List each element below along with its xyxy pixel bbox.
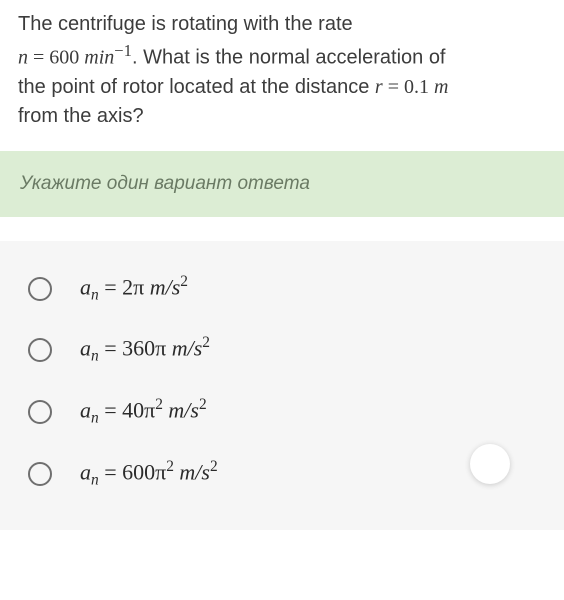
q-eq2: = 0.1: [383, 76, 434, 98]
option-4-label: an = 600π2 m/s2: [80, 458, 218, 490]
option-3-label: an = 40π2 m/s2: [80, 396, 207, 428]
q-line4: from the axis?: [18, 105, 144, 127]
question-text: The centrifuge is rotating with the rate…: [0, 0, 564, 145]
option-2-label: an = 360π m/s2: [80, 334, 210, 366]
q-line3-pre: the point of rotor located at the distan…: [18, 76, 375, 98]
radio-icon[interactable]: [28, 338, 52, 362]
radio-icon[interactable]: [28, 462, 52, 486]
radio-icon[interactable]: [28, 277, 52, 301]
q-line1: The centrifuge is rotating with the rate: [18, 13, 353, 35]
q-var-r: r: [375, 76, 383, 98]
instruction-box: Укажите один вариант ответа: [0, 151, 564, 217]
radio-icon[interactable]: [28, 400, 52, 424]
q-unit-min: min: [84, 47, 114, 69]
options-container: an = 2π m/s2 an = 360π m/s2 an = 40π2 m/…: [0, 241, 564, 530]
q-eq1: = 600: [28, 47, 84, 69]
option-1[interactable]: an = 2π m/s2: [20, 273, 544, 305]
q-line2-post: . What is the normal acceleration of: [132, 47, 445, 69]
floating-action-button[interactable]: [470, 444, 510, 484]
instruction-text: Укажите один вариант ответа: [20, 173, 310, 194]
option-1-label: an = 2π m/s2: [80, 273, 188, 305]
q-exp-neg1: −1: [114, 41, 132, 60]
q-unit-m: m: [434, 76, 448, 98]
option-3[interactable]: an = 40π2 m/s2: [20, 396, 544, 428]
option-2[interactable]: an = 360π m/s2: [20, 334, 544, 366]
q-var-n: n: [18, 47, 28, 69]
option-4[interactable]: an = 600π2 m/s2: [20, 458, 544, 490]
